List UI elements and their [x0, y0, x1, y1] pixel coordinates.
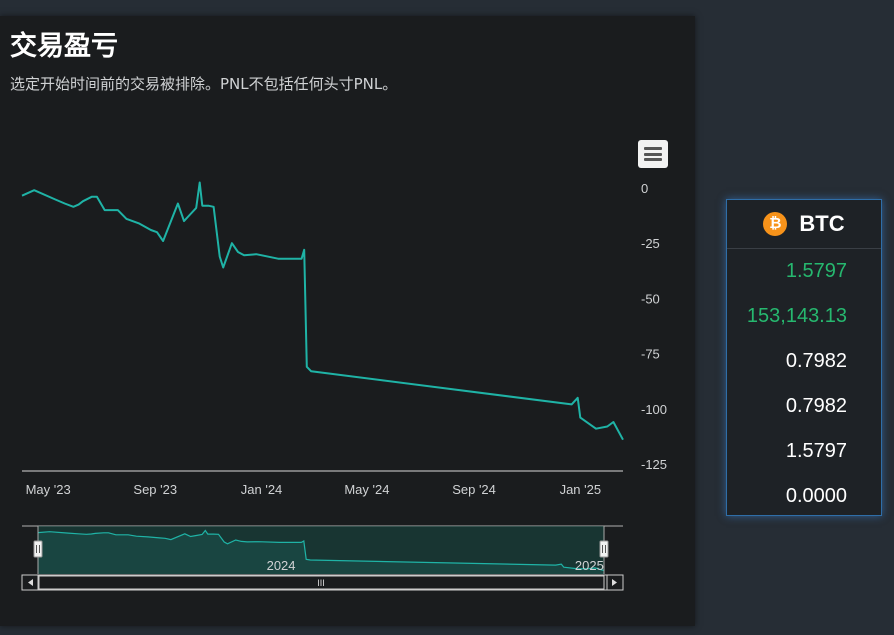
- x-tick-label: May '24: [344, 482, 389, 497]
- chart-menu-icon[interactable]: [638, 140, 668, 168]
- pnl-panel: 交易盈亏 选定开始时间前的交易被排除。PNL不包括任何头寸PNL。 0 -25 -5…: [0, 16, 695, 626]
- page-title: 交易盈亏: [10, 31, 118, 62]
- navigator-area: [38, 530, 604, 574]
- x-tick-label: Jan '25: [560, 482, 602, 497]
- bitcoin-icon: ₿: [763, 212, 788, 236]
- btc-value-1: 1.5797: [785, 260, 847, 282]
- btc-value-3: 0.7982: [785, 350, 847, 372]
- page-subtitle: 选定开始时间前的交易被排除。PNL不包括任何头寸PNL。: [10, 75, 398, 93]
- x-tick-label: Sep '24: [452, 482, 496, 497]
- btc-value-6: 0.0000: [785, 485, 847, 507]
- y-tick-label: -25: [641, 236, 660, 251]
- navigator-line: [37, 529, 605, 572]
- x-tick-label: Sep '23: [133, 482, 177, 497]
- navigator-label: 2025: [575, 558, 604, 573]
- y-tick-label: -75: [641, 347, 660, 362]
- navigator-left-handle[interactable]: [33, 540, 43, 558]
- scrollbar-grip: III: [317, 578, 325, 588]
- y-tick-label: 0: [641, 181, 648, 196]
- y-tick-label: -100: [641, 402, 667, 417]
- scroll-right-button[interactable]: [606, 574, 624, 591]
- navigator-label: 2024: [267, 558, 296, 573]
- handle-body: [33, 540, 43, 558]
- handle-body: [599, 540, 609, 558]
- btc-summary-header: ₿ BTC: [727, 200, 881, 249]
- y-tick-label: -125: [641, 457, 667, 472]
- btc-summary-card: ₿ BTC 1.5797 153,143.13 0.7982 0.7982 1.5797…: [726, 199, 882, 516]
- btc-value-5: 1.5797: [785, 440, 847, 462]
- pnl-chart: 0 -25 -50 -75 -100 -125 May '23 Sep '23 Jan '24…: [21, 181, 667, 591]
- btc-value-4: 0.7982: [785, 395, 847, 417]
- arrow-left-icon: [28, 579, 33, 586]
- y-tick-label: -50: [641, 291, 660, 306]
- arrow-right-icon: [612, 579, 617, 586]
- pnl-series-line: [21, 181, 624, 441]
- x-tick-label: May '23: [26, 482, 71, 497]
- navigator-right-handle[interactable]: [599, 540, 609, 558]
- scrollbar-thumb[interactable]: [38, 575, 605, 590]
- scroll-left-button[interactable]: [21, 574, 39, 591]
- x-tick-label: Jan '24: [241, 482, 283, 497]
- btc-value-2: 153,143.13: [746, 305, 847, 327]
- asset-label: BTC: [799, 211, 845, 236]
